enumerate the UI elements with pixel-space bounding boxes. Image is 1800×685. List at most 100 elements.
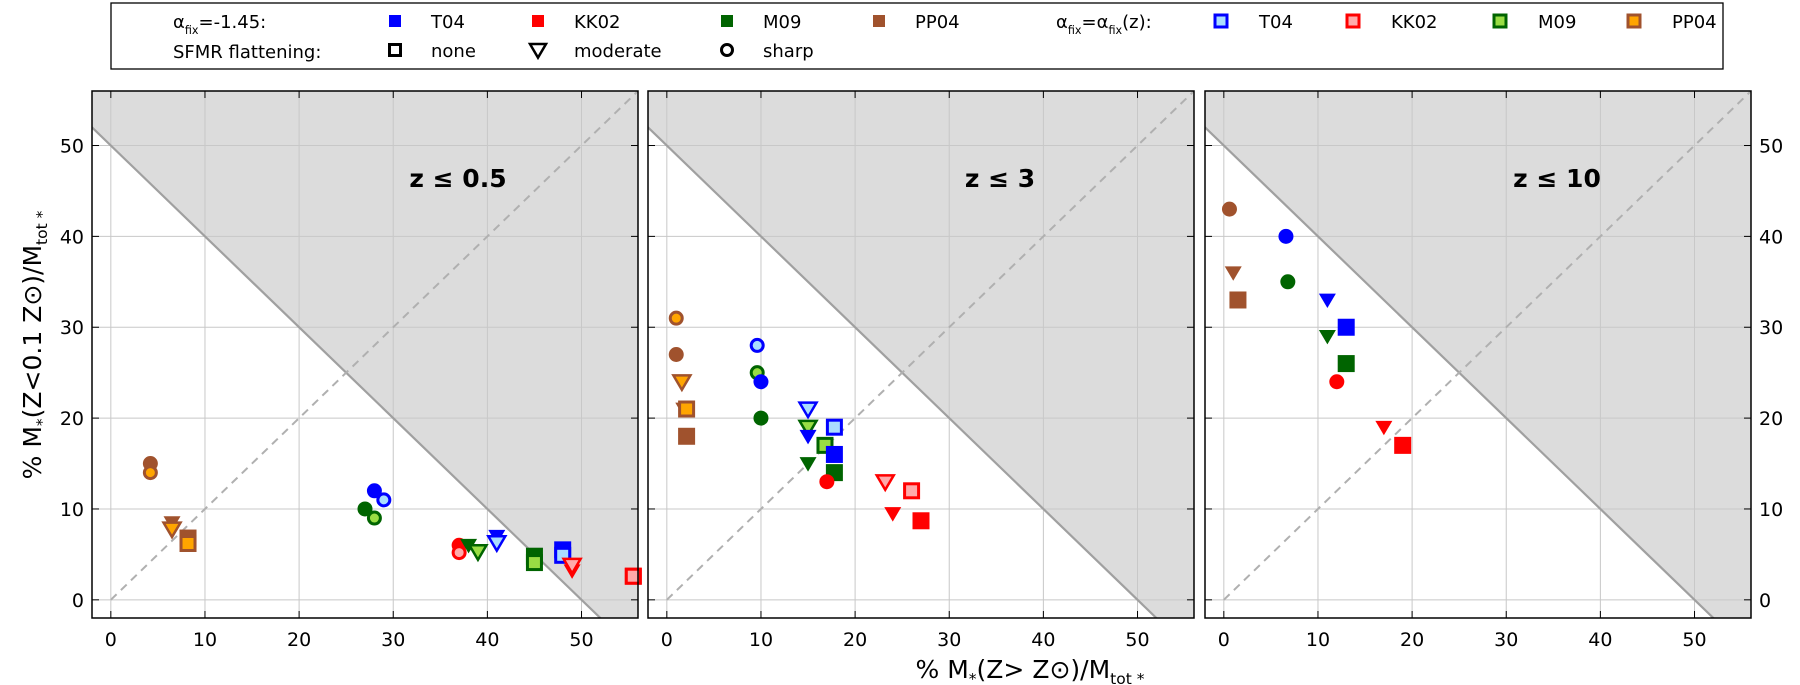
- point-m09-square-alpha-z: [525, 554, 543, 572]
- one-to-one-line: [666, 91, 1194, 601]
- legend-alpha-z-label: αfix=αfix(z):: [1056, 12, 1152, 37]
- point-m09-triangle-alpha-fixed: [1318, 329, 1336, 345]
- point-t04-circle-alpha-z: [749, 337, 765, 353]
- legend-marker-kk02-alpha-z: [1345, 13, 1361, 29]
- point-m09-circle-alpha-fixed: [753, 410, 769, 426]
- legend-label-m09-fixed: M09: [763, 12, 801, 33]
- x-tick-label: 40: [475, 629, 499, 651]
- panel-3: 0 10 20 30 40 50 0 10 20 30 40 50 z ≤ 10: [1204, 90, 1783, 651]
- y-tick-label: 50: [60, 136, 84, 158]
- x-tick-label: 0: [105, 629, 117, 651]
- boundary-line: [92, 126, 602, 618]
- point-pp04-circle-alpha-z: [142, 465, 158, 481]
- point-t04-circle-alpha-fixed: [366, 483, 382, 499]
- point-m09-circle-alpha-fixed: [357, 501, 373, 517]
- point-m09-triangle-alpha-z: [797, 419, 819, 438]
- point-m09-circle-alpha-z: [366, 510, 382, 526]
- point-pp04-triangle-alpha-z: [671, 374, 693, 393]
- x-tick-label: 0: [661, 629, 673, 651]
- panel-frame: [1204, 90, 1752, 619]
- point-m09-circle-alpha-fixed: [1280, 274, 1296, 290]
- panel-1: 0 10 20 30 40 50 0 10 20 30 40 50 z ≤ 0.5: [60, 90, 642, 651]
- legend-flattening-label: SFMR flattening:: [173, 42, 321, 63]
- legend-label-sharp: sharp: [763, 41, 814, 62]
- y-tick-label-right: 50: [1759, 136, 1783, 158]
- excluded-region: [1205, 91, 1751, 618]
- point-t04-square-alpha-fixed: [825, 445, 843, 463]
- x-axis-title: % M*(Z> Z⊙)/Mtot *: [916, 655, 1145, 685]
- one-to-one-line: [110, 91, 638, 601]
- y-tick-label-right: 0: [1759, 590, 1771, 612]
- y-tick-label-right: 20: [1759, 408, 1783, 430]
- x-tick-label: 50: [569, 629, 593, 651]
- boundary-line: [1205, 126, 1715, 618]
- y-tick-label: 0: [72, 590, 84, 612]
- legend-label-m09-alpha-z: M09: [1538, 12, 1576, 33]
- point-pp04-square-alpha-z: [678, 400, 696, 418]
- y-tick-label-right: 30: [1759, 317, 1783, 339]
- legend-marker-t04-alpha-z: [1213, 13, 1229, 29]
- point-t04-circle-alpha-fixed: [1278, 228, 1294, 244]
- legend-marker-m09-fixed: [721, 15, 733, 27]
- x-tick-label: 30: [1494, 629, 1518, 651]
- point-t04-triangle-alpha-fixed: [1318, 293, 1336, 309]
- point-kk02-circle-alpha-fixed: [819, 474, 835, 490]
- panel-frame: [647, 90, 1195, 619]
- legend-label-none: none: [431, 41, 476, 62]
- point-kk02-circle-alpha-z: [451, 545, 467, 561]
- point-t04-triangle-alpha-z: [797, 401, 819, 420]
- legend-label-moderate: moderate: [574, 41, 662, 62]
- point-kk02-triangle-alpha-fixed: [1375, 420, 1393, 436]
- legend-marker-sharp: [720, 43, 734, 57]
- point-t04-triangle-alpha-z: [486, 534, 508, 554]
- panel-frame: [91, 90, 639, 619]
- point-kk02-square-alpha-z: [903, 482, 921, 500]
- y-tick-label-right: 40: [1759, 226, 1783, 248]
- point-m09-square-alpha-fixed: [1337, 355, 1355, 373]
- data-points: [1221, 201, 1412, 454]
- legend-marker-kk02-fixed: [532, 15, 544, 27]
- x-tick-label: 30: [381, 629, 405, 651]
- y-axis-title: % M*(Z<0.1 Z⊙)/Mtot *: [18, 210, 51, 479]
- y-tick-label-right: 10: [1759, 499, 1783, 521]
- panel-title: z ≤ 0.5: [409, 164, 506, 193]
- point-pp04-triangle-alpha-fixed: [1224, 266, 1242, 281]
- point-pp04-square-alpha-z: [179, 534, 197, 552]
- data-points: [142, 456, 642, 585]
- x-tick-label: 20: [1400, 629, 1424, 651]
- x-tick-label: 40: [1588, 629, 1612, 651]
- point-m09-triangle-alpha-fixed: [799, 457, 817, 472]
- x-tick-label: 20: [287, 629, 311, 651]
- data-points: [668, 310, 930, 530]
- point-pp04-square-alpha-fixed: [1229, 291, 1247, 309]
- y-tick-label: 40: [60, 226, 84, 248]
- panel-2: 0 10 20 30 40 50 z ≤ 3: [647, 90, 1195, 651]
- panel-title: z ≤ 10: [1513, 164, 1601, 193]
- point-t04-square-alpha-fixed: [1337, 318, 1355, 336]
- x-tick-label: 50: [1125, 629, 1149, 651]
- point-pp04-triangle-alpha-z: [161, 521, 183, 540]
- legend-label-t04-fixed: T04: [430, 12, 465, 33]
- legend-label-kk02-alpha-z: KK02: [1391, 12, 1438, 33]
- legend-marker-pp04-alpha-z: [1626, 13, 1642, 29]
- legend-marker-t04-fixed: [389, 15, 401, 27]
- y-tick-label: 20: [60, 408, 84, 430]
- y-tick-label: 10: [60, 499, 84, 521]
- one-to-one-line: [1223, 91, 1751, 601]
- legend-alpha-fixed-label: αfix=-1.45:: [173, 12, 266, 37]
- x-tick-label: 50: [1682, 629, 1706, 651]
- boundary-line: [648, 126, 1158, 618]
- x-tick-label: 10: [193, 629, 217, 651]
- point-kk02-triangle-alpha-z: [874, 474, 896, 493]
- legend-marker-m09-alpha-z: [1492, 13, 1508, 29]
- excluded-region: [92, 91, 638, 618]
- legend-marker-moderate: [527, 42, 549, 61]
- legend-label-t04-alpha-z: T04: [1258, 12, 1293, 33]
- x-tick-label: 10: [749, 629, 773, 651]
- point-kk02-square-alpha-z: [624, 567, 642, 585]
- legend-label-pp04-alpha-z: PP04: [1672, 12, 1717, 33]
- point-kk02-circle-alpha-fixed: [1329, 374, 1345, 390]
- point-pp04-square-alpha-fixed: [678, 427, 696, 445]
- legend-marker-pp04-fixed: [873, 15, 885, 27]
- point-t04-triangle-alpha-fixed: [799, 429, 817, 445]
